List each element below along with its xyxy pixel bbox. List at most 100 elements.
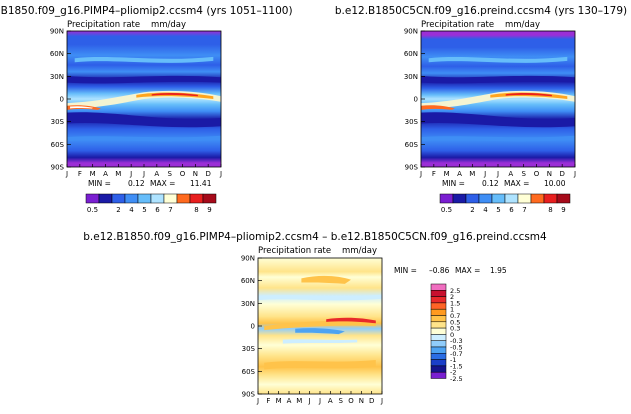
northern-dry-belt [67, 75, 221, 84]
diff-colorbar-swatch [430, 353, 447, 360]
panel-difference-title: b.e12.B1850.f09_g16.PIMP4–pliomip2.ccsm4… [83, 231, 547, 243]
equatorial-wet-core [326, 317, 376, 324]
panel-pliomip-max-label: MAX = [150, 179, 175, 188]
northern-wet-patch [301, 275, 351, 284]
diff-colorbar-swatch [430, 283, 447, 291]
diff-colorbar-label: -2 [450, 369, 456, 377]
colorbar-label: 6 [509, 206, 514, 214]
equatorial-wet-band [264, 320, 376, 331]
panel-preind: b.e12.B1850C5CN.f09_g16.preind.ccsm4 (yr… [335, 5, 627, 214]
panel-preind-max-value: 10.00 [544, 179, 566, 188]
month-label: M [444, 170, 450, 178]
lat-label: 90N [404, 28, 418, 36]
equatorial-dry-band [295, 328, 345, 335]
colorbar-label: 7 [522, 206, 526, 214]
lat-label: 90N [50, 28, 64, 36]
month-label: O [534, 170, 540, 178]
colorbar-swatch [478, 193, 493, 204]
northern-storm-track [428, 56, 568, 63]
panel-difference-colorbar: 2.521.510.70.50.30-0.3-0.5-0.7-1-1.5-2-2… [430, 283, 463, 383]
southern-dry-belt [421, 112, 575, 128]
southern-storm-track [421, 135, 575, 142]
southern-storm-track [67, 135, 221, 142]
lat-label: 60N [404, 50, 418, 58]
month-label: N [547, 170, 552, 178]
colorbar-swatch [530, 193, 545, 204]
diff-colorbar-label: 0 [450, 331, 454, 339]
lat-label: 90S [405, 164, 419, 172]
panel-pliomip-bands [67, 56, 221, 142]
colorbar-swatch [439, 193, 454, 204]
colorbar-swatch [111, 193, 126, 204]
panel-preind-title: b.e12.B1850C5CN.f09_g16.preind.ccsm4 (yr… [335, 5, 627, 17]
panel-preind-units: mm/day [505, 20, 540, 30]
lat-label: 90S [51, 164, 65, 172]
colorbar-swatch [176, 193, 191, 204]
month-label: F [432, 170, 436, 178]
itcz-max [505, 93, 552, 97]
month-label: J [65, 170, 68, 178]
panel-difference-max-value: 1.95 [490, 266, 507, 275]
colorbar-swatch [543, 193, 558, 204]
diff-colorbar-swatch [430, 308, 447, 316]
panel-difference-units: mm/day [342, 246, 377, 256]
diff-colorbar-label: -1.5 [450, 362, 463, 370]
lat-label: 0 [414, 96, 418, 104]
northern-storm-track [74, 56, 214, 63]
colorbar-label: 4 [129, 206, 134, 214]
colorbar-label: 2 [116, 206, 120, 214]
panel-difference: b.e12.B1850.f09_g16.PIMP4–pliomip2.ccsm4… [83, 231, 547, 405]
southern-dry-streak [282, 339, 358, 344]
month-label: N [193, 170, 198, 178]
month-label: F [266, 397, 270, 405]
panel-pliomip-max-value: 11.41 [190, 179, 212, 188]
colorbar-label: 5 [496, 206, 500, 214]
panel-difference-lat-axis: 90N 60N 30N 0 30S 60S 90S [241, 255, 262, 399]
month-label: D [369, 397, 374, 405]
panel-pliomip-subtitle: Precipitation rate [67, 20, 140, 30]
month-label: S [167, 170, 172, 178]
month-label: A [328, 397, 333, 405]
diff-colorbar-swatch [430, 302, 447, 310]
northern-dry-streak [258, 294, 382, 301]
month-label: J [419, 170, 422, 178]
colorbar-swatch [150, 193, 165, 204]
panel-difference-subtitle: Precipitation rate [258, 246, 331, 256]
diff-colorbar-label: -0.7 [450, 350, 463, 358]
itcz-max [151, 93, 198, 97]
month-label: D [205, 170, 210, 178]
lat-label: 30N [50, 73, 64, 81]
diff-colorbar-label: 0.7 [450, 312, 460, 320]
colorbar-label: 0.5 [87, 206, 98, 214]
southern-branch-max [70, 106, 94, 109]
panel-pliomip-min-label: MIN = [88, 179, 111, 188]
diff-colorbar-swatch [430, 365, 447, 373]
panel-preind-min-value: 0.12 [482, 179, 499, 188]
diff-colorbar-label: 0.5 [450, 318, 460, 326]
panel-difference-bands [258, 275, 382, 370]
month-label: J [380, 397, 383, 405]
lat-label: 60S [405, 141, 419, 149]
panel-pliomip-lat-axis: 90N 60N 30N 0 30S 60S 90S [50, 28, 71, 172]
colorbar-swatch [137, 193, 152, 204]
colorbar-label: 8 [194, 206, 198, 214]
diff-colorbar-swatch [430, 290, 447, 297]
diff-colorbar-label: -0.3 [450, 337, 463, 345]
diff-colorbar-swatch [430, 315, 447, 323]
colorbar-label: 0.5 [441, 206, 452, 214]
colorbar-swatch [491, 193, 506, 204]
colorbar-swatch [517, 193, 532, 204]
panel-pliomip-colorbar: 0.5 2 4 5 6 7 8 9 [85, 193, 217, 214]
colorbar-label: 4 [483, 206, 488, 214]
colorbar-label: 2 [470, 206, 474, 214]
diff-colorbar-label: 2.5 [450, 287, 460, 295]
month-label: A [287, 397, 292, 405]
panel-pliomip-title: b.e12.B1850.f09_g16.PIMP4–pliomip2.ccsm4… [0, 5, 293, 17]
panel-preind-lat-axis: 90N 60N 30N 0 30S 60S 90S [404, 28, 425, 172]
colorbar-swatch [124, 193, 139, 204]
lat-label: 60N [50, 50, 64, 58]
